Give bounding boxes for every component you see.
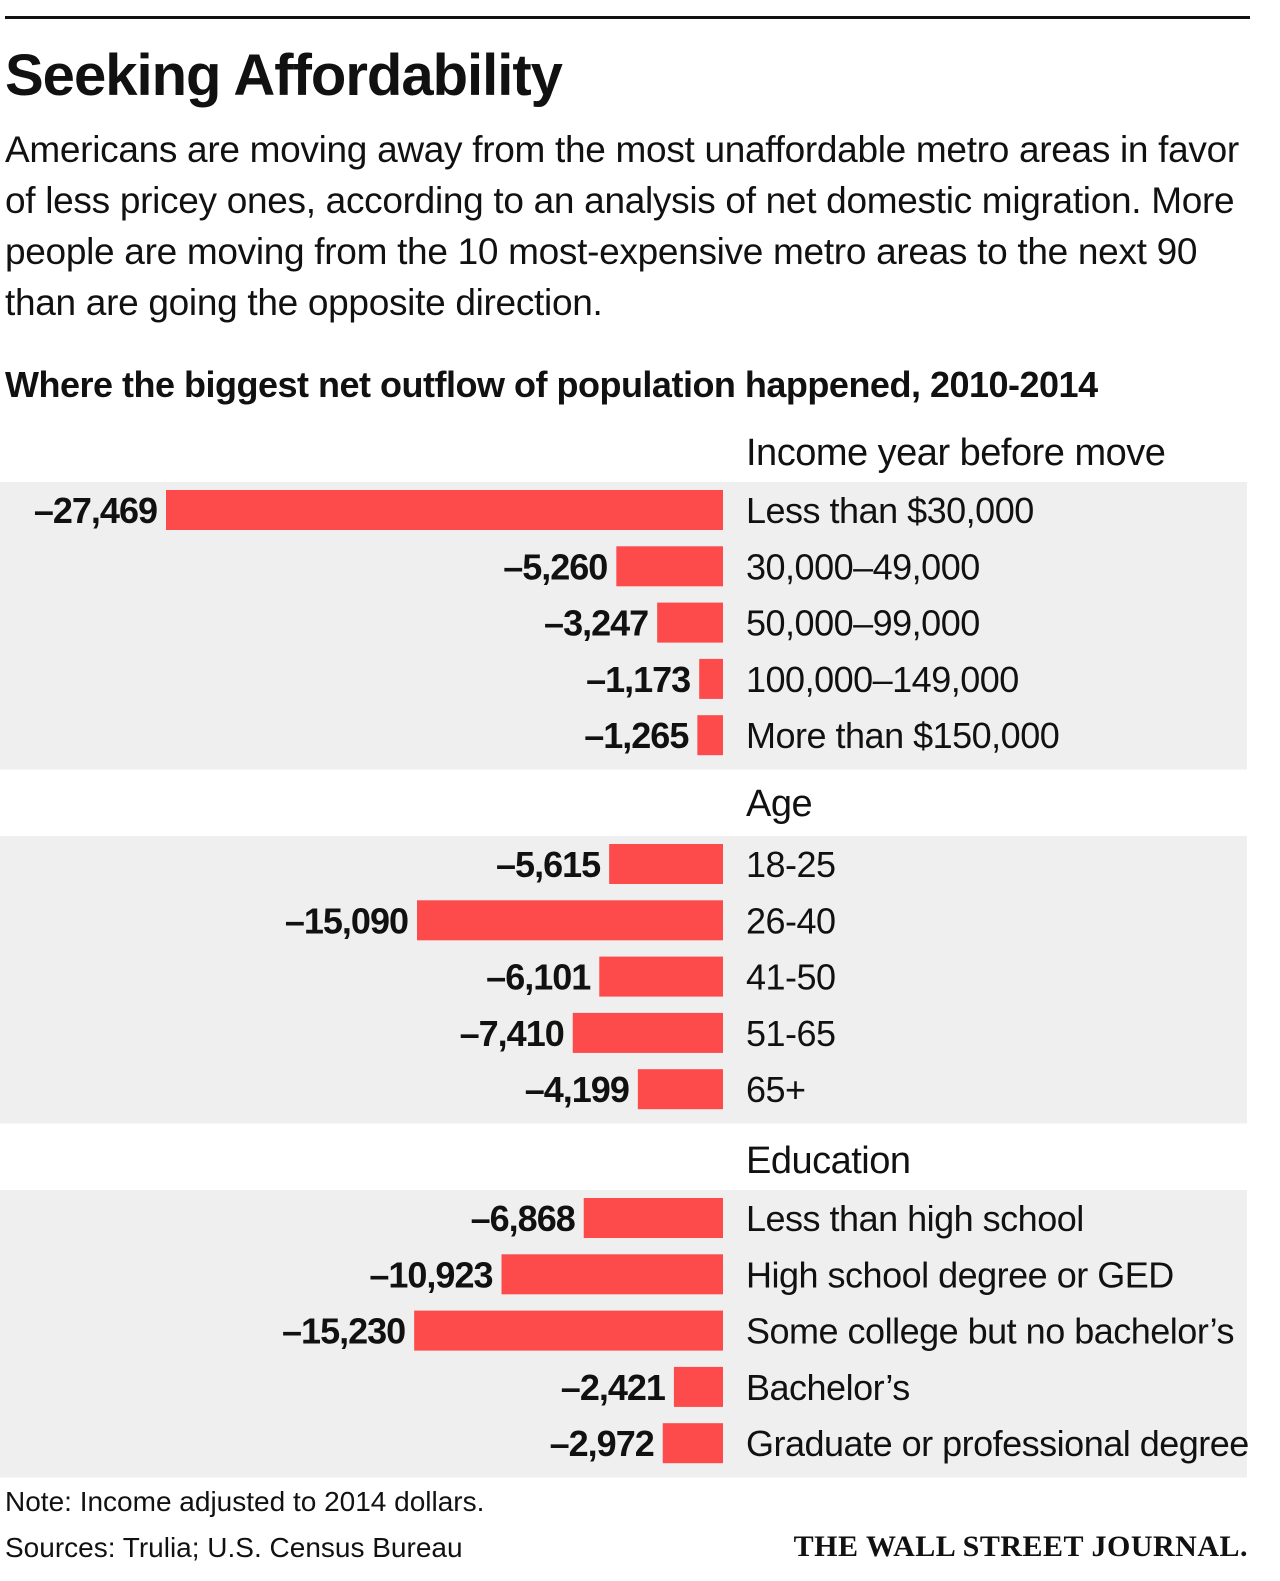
value-label: –27,469	[34, 490, 157, 531]
value-label: –5,615	[496, 844, 601, 885]
category-label: High school degree or GED	[746, 1254, 1174, 1295]
group-heading: Age	[746, 783, 812, 825]
category-label: 51-65	[746, 1013, 836, 1054]
category-label: Some college but no bachelor’s	[746, 1311, 1234, 1352]
category-label: 26-40	[746, 900, 836, 941]
bar	[657, 602, 723, 643]
bar	[673, 1366, 723, 1407]
top-rule	[5, 16, 1250, 19]
bar	[583, 1198, 723, 1238]
value-label: –3,247	[544, 603, 648, 644]
bar	[417, 900, 723, 941]
value-label: –4,199	[525, 1069, 629, 1110]
value-label: –2,972	[550, 1423, 654, 1464]
bar	[616, 546, 723, 587]
chart-subtitle: Where the biggest net outflow of populat…	[5, 364, 1098, 405]
group-heading: Income year before move	[746, 432, 1165, 474]
bar	[572, 1012, 723, 1053]
bar	[501, 1254, 723, 1295]
category-label: Graduate or professional degree	[746, 1423, 1249, 1464]
bar	[662, 1423, 723, 1464]
value-label: –6,868	[471, 1198, 575, 1239]
category-label: 30,000–49,000	[746, 546, 980, 587]
footnote: Note: Income adjusted to 2014 dollars.	[5, 1486, 485, 1517]
bar	[609, 844, 723, 884]
bar	[637, 1069, 723, 1110]
value-label: –6,101	[486, 957, 591, 998]
value-label: –2,421	[561, 1367, 666, 1408]
value-label: –15,090	[285, 900, 408, 941]
bar	[414, 1310, 723, 1351]
publisher-logo: THE WALL STREET JOURNAL.	[793, 1530, 1248, 1563]
category-label: Less than $30,000	[746, 490, 1034, 531]
bar	[697, 715, 723, 756]
category-label: 41-50	[746, 957, 836, 998]
sources: Sources: Trulia; U.S. Census Bureau	[5, 1532, 463, 1563]
category-label: More than $150,000	[746, 715, 1059, 756]
category-label: 65+	[746, 1069, 806, 1110]
chart-title: Seeking Affordability	[5, 43, 563, 108]
value-label: –1,173	[586, 659, 690, 700]
chart-description: Americans are moving away from the most …	[5, 129, 1239, 323]
group-heading: Education	[746, 1140, 911, 1182]
category-label: Bachelor’s	[746, 1367, 910, 1408]
value-label: –7,410	[460, 1013, 564, 1054]
category-label: Less than high school	[746, 1198, 1084, 1239]
value-label: –5,260	[503, 546, 607, 587]
bar	[699, 658, 723, 699]
category-label: 50,000–99,000	[746, 603, 980, 644]
value-label: –1,265	[584, 715, 689, 756]
bar	[166, 490, 723, 530]
category-label: 100,000–149,000	[746, 659, 1019, 700]
category-label: 18-25	[746, 844, 836, 885]
value-label: –15,230	[282, 1311, 405, 1352]
value-label: –10,923	[369, 1254, 492, 1295]
bar	[599, 956, 723, 997]
